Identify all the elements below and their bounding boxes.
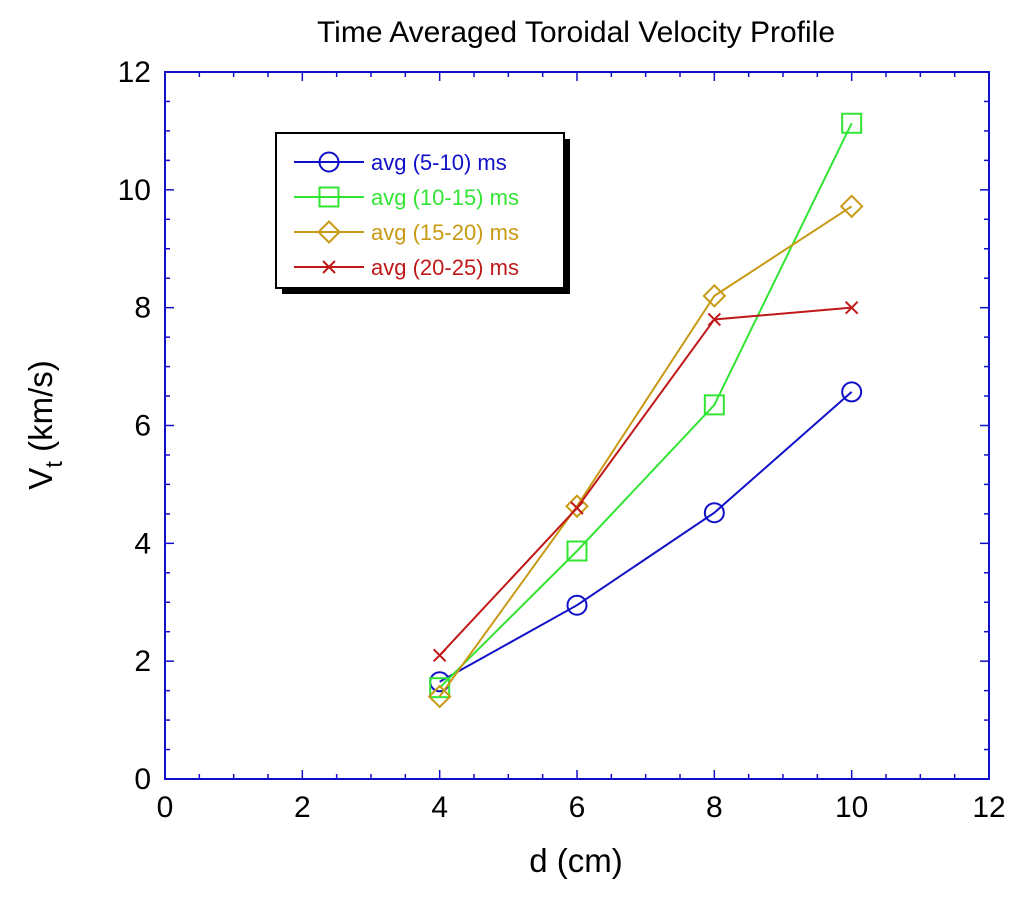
data-point-diamond	[317, 220, 341, 244]
data-point-circle	[841, 381, 863, 403]
data-point-diamond	[565, 494, 589, 519]
x-tick-label: 8	[706, 791, 723, 824]
y-axis-label: Vt (km/s)	[22, 360, 68, 490]
series-circle	[429, 381, 863, 693]
data-point-x	[322, 260, 336, 274]
y-axis-label-rest: (km/s)	[22, 360, 59, 461]
series-layer	[427, 112, 864, 709]
legend: avg (5-10) ms avg (10-15) ms avg (15-20) m…	[275, 132, 570, 294]
series-line	[438, 122, 853, 689]
x-tick-label: 4	[431, 791, 448, 824]
data-point-x	[707, 312, 722, 327]
data-point-x	[844, 300, 859, 315]
data-point-diamond	[427, 684, 452, 709]
legend-label: avg (15-20) ms	[371, 220, 519, 245]
x-tick-label: 10	[835, 791, 868, 824]
legend-item: avg (10-15) ms	[294, 185, 519, 210]
legend-label: avg (5-10) ms	[371, 150, 507, 175]
x-tick-label: 12	[972, 791, 1005, 824]
legend-item: avg (20-25) ms	[294, 255, 519, 280]
y-tick-label: 8	[134, 292, 151, 325]
tick-labels: 0 2 4 6 8 10 12 0 2 4 6 8 10 12	[118, 56, 1006, 824]
data-point-square	[841, 112, 863, 134]
chart-title: Time Averaged Toroidal Velocity Profile	[317, 16, 835, 49]
x-tick-label: 6	[569, 791, 586, 824]
data-point-x	[432, 648, 447, 662]
y-tick-label: 4	[134, 527, 151, 560]
x-tick-label: 0	[157, 791, 174, 824]
series-x	[432, 300, 859, 662]
y-axis-label-main: V	[22, 468, 59, 490]
y-tick-label: 10	[118, 174, 151, 207]
legend-label: avg (10-15) ms	[371, 185, 519, 210]
y-tick-label: 2	[134, 645, 151, 678]
y-tick-label: 0	[134, 763, 151, 796]
x-axis-label: d (cm)	[529, 842, 623, 879]
data-point-circle	[566, 594, 588, 616]
legend-item: avg (5-10) ms	[294, 150, 507, 175]
axis-ticks	[165, 72, 989, 779]
y-tick-label: 12	[118, 56, 151, 89]
data-point-x	[570, 501, 584, 515]
y-axis-label-sub: t	[41, 461, 68, 468]
series-diamond	[427, 194, 864, 709]
series-square	[429, 112, 863, 699]
data-point-square	[318, 186, 340, 208]
series-line	[438, 306, 852, 656]
x-tick-label: 2	[294, 791, 311, 824]
legend-label: avg (20-25) ms	[371, 255, 519, 280]
data-point-circle	[318, 151, 340, 173]
y-tick-label: 6	[134, 410, 151, 443]
data-point-square	[429, 677, 451, 699]
data-point-square	[703, 394, 725, 416]
data-point-circle	[703, 502, 725, 524]
series-line	[438, 205, 853, 698]
data-point-diamond	[702, 283, 727, 308]
legend-item: avg (15-20) ms	[294, 220, 519, 245]
series-line	[439, 391, 853, 683]
data-point-diamond	[839, 194, 864, 219]
data-point-square	[566, 540, 588, 562]
